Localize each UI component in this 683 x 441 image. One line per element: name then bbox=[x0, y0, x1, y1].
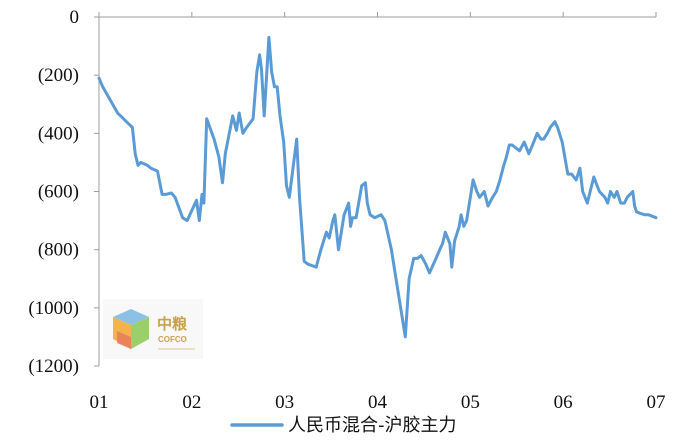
x-tick-label: 05 bbox=[461, 392, 480, 413]
x-tick-label: 01 bbox=[90, 392, 109, 413]
axes bbox=[94, 12, 657, 367]
cofco-logo: 中粮 COFCO bbox=[103, 299, 203, 359]
logo-english-text: COFCO bbox=[158, 335, 187, 344]
y-tick-label: (200) bbox=[38, 65, 79, 86]
series-layer bbox=[97, 35, 658, 339]
y-tick-label: (1200) bbox=[28, 356, 79, 377]
y-tick-label: (800) bbox=[38, 240, 79, 261]
series-line bbox=[97, 35, 658, 339]
y-tick-label: (1000) bbox=[28, 298, 79, 319]
legend: 人民币混合-沪胶主力 bbox=[230, 415, 457, 436]
tick-labels: 0 (200) (400) (600) (800) (1000) (1200) 01 02 03 0… bbox=[28, 7, 665, 413]
logo-chinese-text: 中粮 bbox=[157, 315, 188, 333]
y-tick-label: (600) bbox=[38, 182, 79, 203]
x-tick-label: 06 bbox=[554, 392, 573, 413]
y-tick-label: 0 bbox=[70, 7, 80, 28]
x-tick-label: 02 bbox=[182, 392, 201, 413]
y-tick-label: (400) bbox=[38, 123, 79, 144]
x-tick-label: 07 bbox=[647, 392, 666, 413]
x-tick-label: 04 bbox=[368, 392, 388, 413]
logo-cube-icon-right bbox=[131, 317, 149, 349]
logo-cube-icon-accent bbox=[117, 331, 131, 349]
legend-label: 人民币混合-沪胶主力 bbox=[288, 415, 457, 436]
x-tick-label: 03 bbox=[275, 392, 294, 413]
